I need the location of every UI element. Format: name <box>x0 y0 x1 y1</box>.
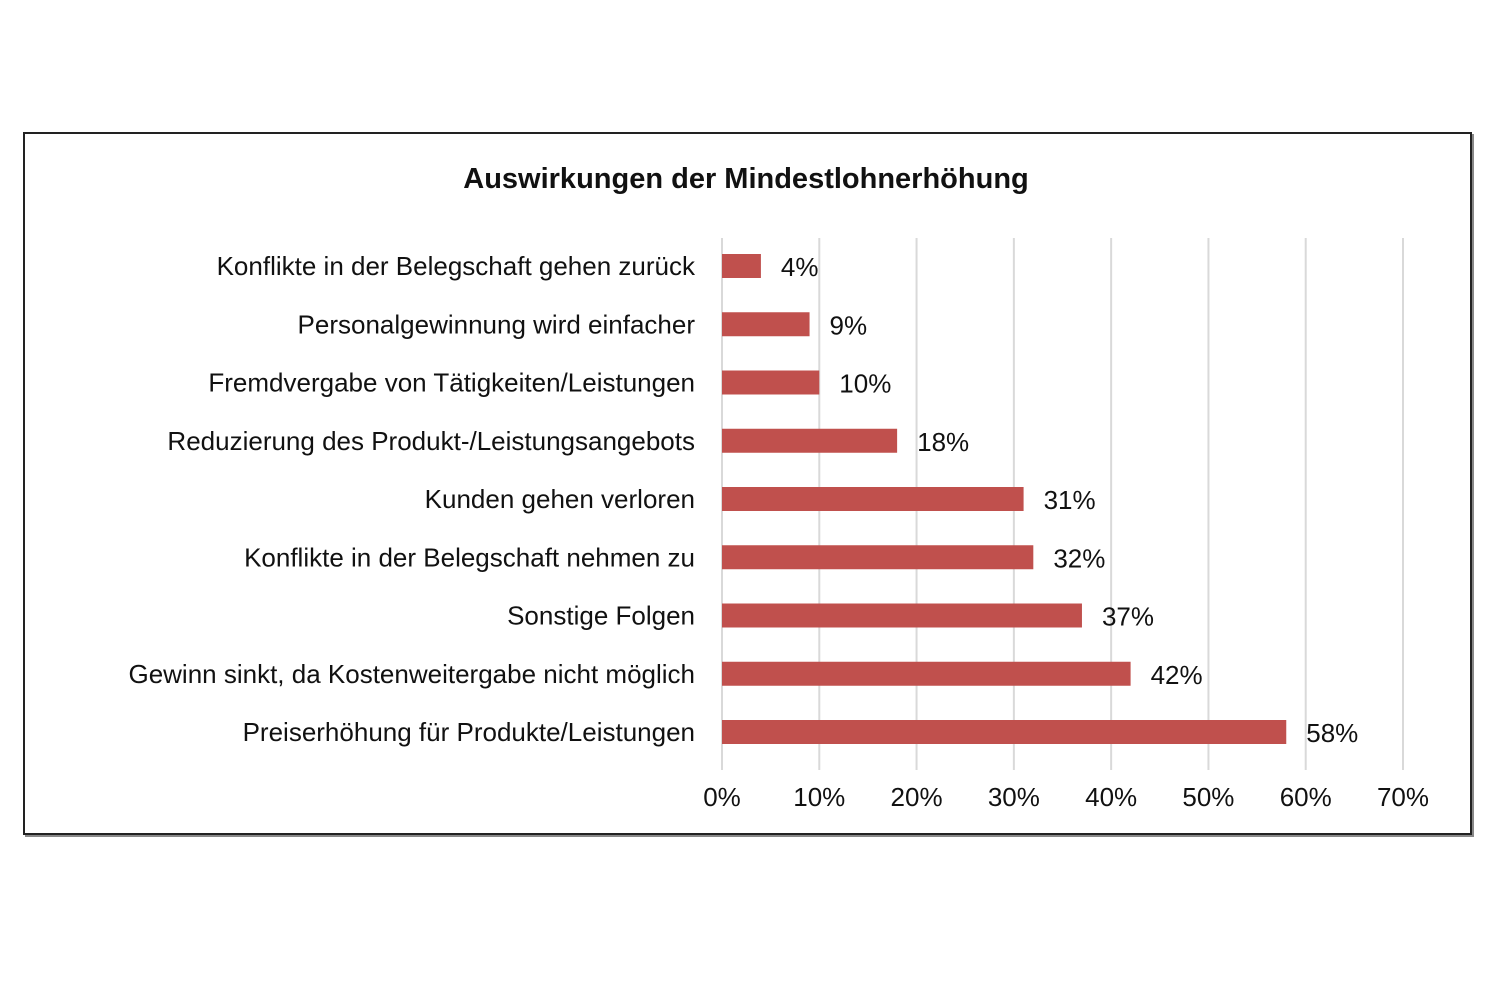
x-tick-label: 50% <box>1182 782 1234 812</box>
data-label: 42% <box>1151 660 1203 690</box>
bar <box>722 487 1024 511</box>
x-tick-label: 40% <box>1085 782 1137 812</box>
category-label: Personalgewinnung wird einfacher <box>298 309 696 339</box>
bar <box>722 428 898 453</box>
category-label: Gewinn sinkt, da Kostenweitergabe nicht … <box>128 659 695 689</box>
category-label: Konflikte in der Belegschaft nehmen zu <box>244 542 695 572</box>
category-label: Konflikte in der Belegschaft gehen zurüc… <box>217 251 696 281</box>
data-label: 18% <box>917 427 969 457</box>
chart-title: Auswirkungen der Mindestlohnerhöhung <box>463 163 1029 195</box>
category-label: Preiserhöhung für Produkte/Leistungen <box>243 717 695 747</box>
x-tick-label: 30% <box>988 782 1040 812</box>
bar <box>722 545 1034 570</box>
data-label: 10% <box>839 369 891 399</box>
x-tick-label: 10% <box>793 782 845 812</box>
bar <box>722 370 820 395</box>
data-label: 58% <box>1306 718 1358 748</box>
category-label: Sonstige Folgen <box>507 601 695 631</box>
bar <box>722 603 1082 628</box>
bar <box>722 720 1287 744</box>
category-label: Reduzierung des Produkt-/Leistungsangebo… <box>167 426 695 456</box>
x-tick-label: 20% <box>891 782 943 812</box>
x-tick-label: 60% <box>1280 782 1332 812</box>
data-label: 32% <box>1053 543 1105 573</box>
x-tick-label: 70% <box>1377 782 1429 812</box>
data-label: 31% <box>1044 485 1096 515</box>
bar <box>722 661 1131 686</box>
category-label: Fremdvergabe von Tätigkeiten/Leistungen <box>208 368 695 398</box>
data-label: 37% <box>1102 602 1154 632</box>
x-tick-label: 0% <box>703 782 741 812</box>
category-label: Kunden gehen verloren <box>425 484 695 514</box>
chart-frame <box>23 132 1472 835</box>
data-label: 9% <box>830 310 868 340</box>
bar <box>722 254 761 278</box>
data-label: 4% <box>781 252 819 282</box>
bar <box>722 312 810 337</box>
